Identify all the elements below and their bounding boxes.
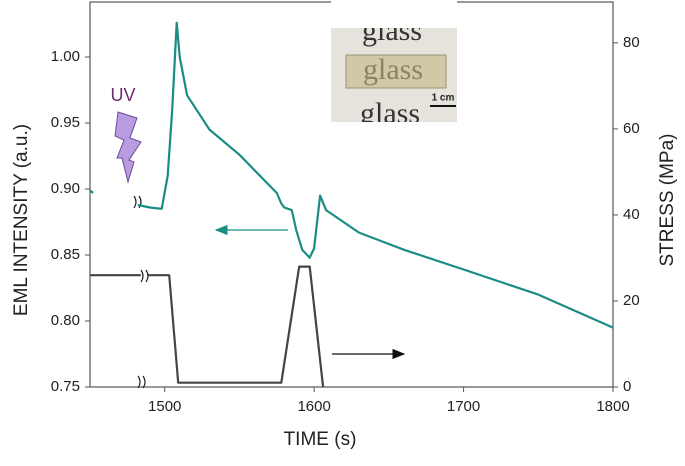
y2-tick-label: 20	[623, 292, 640, 309]
inset-text: glass	[363, 53, 423, 86]
y-tick-label: 0.90	[51, 180, 80, 197]
y2-axis-label: STRESS (MPa)	[657, 133, 678, 266]
inset-photo: glass glass glass 1 cm	[331, 0, 457, 142]
y-tick-label: 0.95	[51, 114, 80, 131]
x-tick-label: 1800	[596, 398, 629, 415]
y-tick-label: 0.75	[51, 378, 80, 395]
y2-tick-label: 0	[623, 378, 631, 395]
scale-label: 1 cm	[432, 93, 455, 104]
y2-tick-label: 80	[623, 34, 640, 51]
y2-tick-label: 60	[623, 120, 640, 137]
x-tick-label: 1700	[447, 398, 480, 415]
x-tick-label: 1600	[297, 398, 330, 415]
axis-breaks	[133, 195, 149, 389]
y-tick-label: 0.80	[51, 312, 80, 329]
uv-bolt	[114, 111, 142, 184]
y-tick-label: 1.00	[51, 48, 80, 65]
series-line	[89, 21, 614, 329]
y-tick-label: 0.85	[51, 246, 80, 263]
y-axis-label: EML INTENSITY (a.u.)	[11, 124, 32, 316]
x-tick-label: 1500	[148, 398, 181, 415]
x-axis-label: TIME (s)	[284, 429, 357, 450]
uv-label: UV	[110, 85, 135, 105]
series-line	[90, 265, 325, 388]
y2-tick-label: 40	[623, 206, 640, 223]
